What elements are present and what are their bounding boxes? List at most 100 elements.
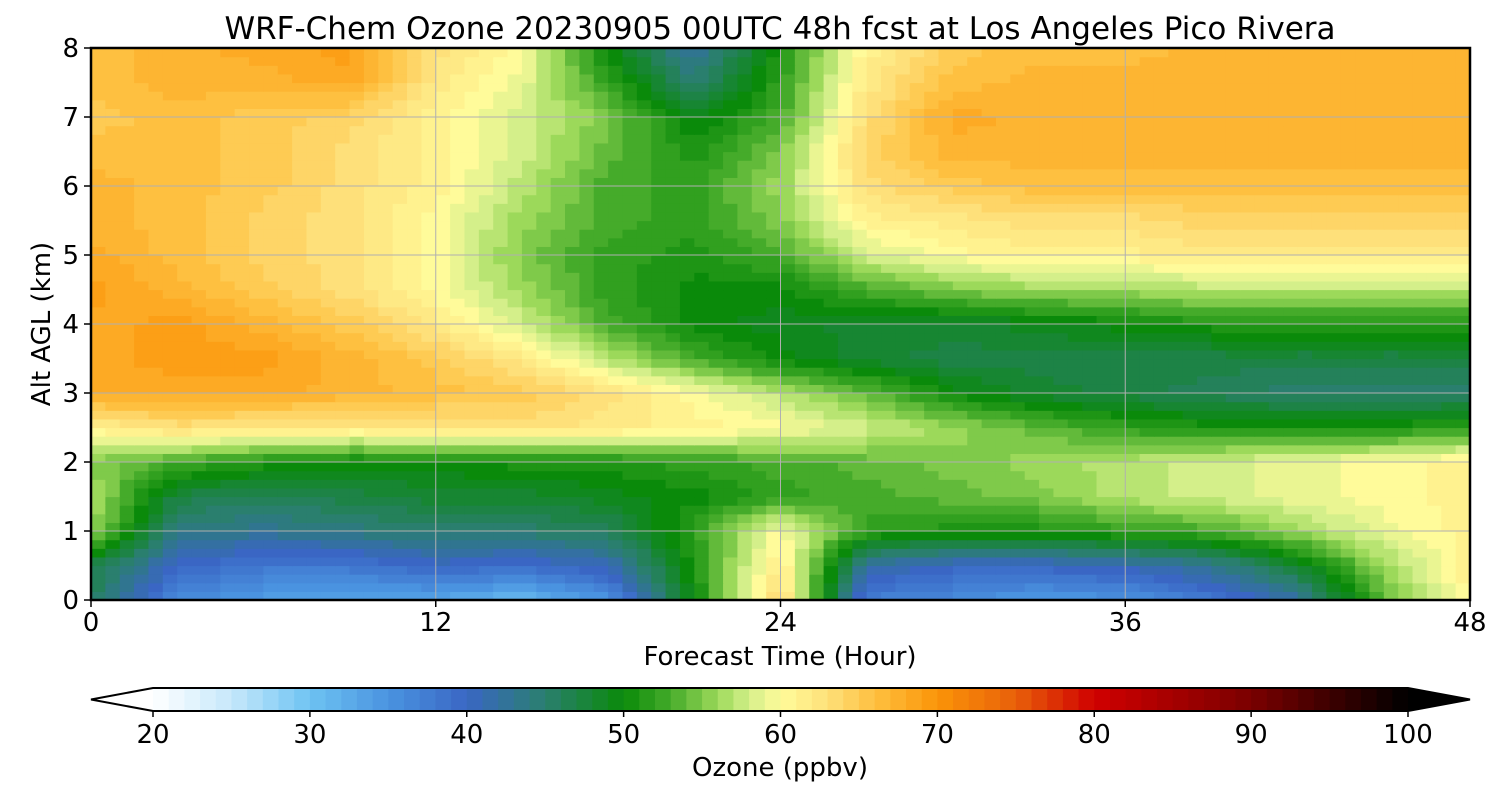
heatmap-cell bbox=[507, 246, 523, 256]
heatmap-cell bbox=[1039, 332, 1055, 342]
heatmap-cell bbox=[766, 306, 782, 316]
heatmap-cell bbox=[1082, 358, 1098, 368]
heatmap-cell bbox=[1010, 453, 1026, 463]
heatmap-cell bbox=[1240, 306, 1256, 316]
heatmap-cell bbox=[435, 186, 451, 196]
heatmap-cell bbox=[105, 177, 121, 187]
heatmap-cell bbox=[464, 410, 480, 420]
heatmap-cell bbox=[608, 151, 624, 161]
heatmap-cell bbox=[852, 401, 868, 411]
heatmap-cell bbox=[1297, 522, 1313, 532]
heatmap-cell bbox=[1297, 177, 1313, 187]
heatmap-cell bbox=[1010, 574, 1026, 584]
heatmap-cell bbox=[924, 462, 940, 472]
heatmap-cell bbox=[464, 229, 480, 239]
heatmap-cell bbox=[1426, 367, 1442, 377]
heatmap-cell bbox=[1125, 349, 1141, 360]
heatmap-cell bbox=[148, 341, 164, 351]
heatmap-cell bbox=[708, 444, 724, 454]
heatmap-cell bbox=[1455, 384, 1470, 394]
heatmap-cell bbox=[1082, 556, 1098, 567]
heatmap-cell bbox=[249, 574, 264, 584]
heatmap-cell bbox=[205, 263, 221, 273]
heatmap-cell bbox=[363, 582, 379, 592]
heatmap-cell bbox=[435, 556, 451, 567]
heatmap-cell bbox=[1110, 505, 1126, 515]
heatmap-cell bbox=[1426, 410, 1442, 420]
heatmap-cell bbox=[134, 444, 150, 454]
heatmap-cell bbox=[148, 211, 164, 222]
heatmap-cell bbox=[1225, 332, 1241, 342]
heatmap-cell bbox=[665, 263, 681, 273]
heatmap-cell bbox=[478, 332, 494, 342]
heatmap-cell bbox=[249, 280, 264, 291]
heatmap-cell bbox=[579, 453, 595, 463]
heatmap-cell bbox=[464, 505, 480, 515]
heatmap-cell bbox=[234, 470, 250, 480]
heatmap-cell bbox=[1024, 211, 1040, 222]
heatmap-cell bbox=[780, 591, 796, 600]
heatmap-cell bbox=[378, 151, 394, 161]
heatmap-cell bbox=[105, 479, 121, 489]
heatmap-cell bbox=[378, 203, 394, 213]
heatmap-cell bbox=[1125, 298, 1141, 308]
heatmap-cell bbox=[1039, 539, 1055, 549]
heatmap-cell bbox=[823, 194, 839, 204]
heatmap-cell bbox=[694, 427, 710, 437]
heatmap-cell bbox=[1455, 349, 1470, 360]
heatmap-cell bbox=[1024, 272, 1040, 282]
heatmap-cell bbox=[306, 418, 322, 429]
heatmap-cell bbox=[1067, 255, 1083, 265]
heatmap-cell bbox=[938, 280, 954, 291]
heatmap-cell bbox=[378, 186, 394, 196]
heatmap-cell bbox=[1182, 194, 1198, 204]
heatmap-cell bbox=[780, 496, 796, 506]
heatmap-cell bbox=[608, 306, 624, 316]
heatmap-cell bbox=[1067, 246, 1083, 256]
heatmap-cell bbox=[1398, 462, 1414, 472]
heatmap-cell bbox=[493, 220, 509, 230]
heatmap-cell bbox=[708, 263, 724, 273]
heatmap-cell bbox=[550, 298, 566, 308]
heatmap-cell bbox=[1010, 375, 1026, 385]
heatmap-cell bbox=[608, 160, 624, 170]
heatmap-cell bbox=[435, 548, 451, 558]
heatmap-cell bbox=[148, 574, 164, 584]
heatmap-cell bbox=[1426, 505, 1442, 515]
heatmap-cell bbox=[1125, 487, 1141, 498]
heatmap-cell bbox=[1398, 582, 1414, 592]
heatmap-cell bbox=[1441, 453, 1457, 463]
heatmap-cell bbox=[349, 436, 365, 446]
heatmap-cell bbox=[622, 427, 638, 437]
heatmap-cell bbox=[995, 160, 1011, 170]
heatmap-cell bbox=[1441, 280, 1457, 291]
heatmap-cell bbox=[708, 453, 724, 463]
heatmap-cell bbox=[1182, 255, 1198, 265]
heatmap-cell bbox=[1096, 462, 1112, 472]
heatmap-cell bbox=[794, 255, 810, 265]
heatmap-cell bbox=[349, 513, 365, 523]
heatmap-cell bbox=[177, 548, 193, 558]
heatmap-cell bbox=[1455, 470, 1470, 480]
heatmap-cell bbox=[679, 367, 695, 377]
heatmap-cell bbox=[335, 539, 351, 549]
heatmap-cell bbox=[866, 272, 882, 282]
heatmap-cell bbox=[1039, 315, 1055, 325]
heatmap-cell bbox=[464, 177, 480, 187]
heatmap-cell bbox=[378, 272, 394, 282]
heatmap-cell bbox=[1254, 453, 1270, 463]
heatmap-cell bbox=[1125, 306, 1141, 316]
heatmap-cell bbox=[1455, 418, 1470, 429]
heatmap-cell bbox=[1168, 349, 1184, 360]
heatmap-cell bbox=[967, 280, 983, 291]
heatmap-cell bbox=[550, 531, 566, 541]
heatmap-cell bbox=[205, 582, 221, 592]
heatmap-cell bbox=[1211, 306, 1227, 316]
heatmap-cell bbox=[234, 410, 250, 420]
heatmap-cell bbox=[1024, 358, 1040, 368]
heatmap-cell bbox=[1211, 280, 1227, 291]
heatmap-cell bbox=[292, 522, 308, 532]
heatmap-cell bbox=[91, 531, 106, 541]
heatmap-cell bbox=[852, 280, 868, 291]
heatmap-cell bbox=[1110, 539, 1126, 549]
